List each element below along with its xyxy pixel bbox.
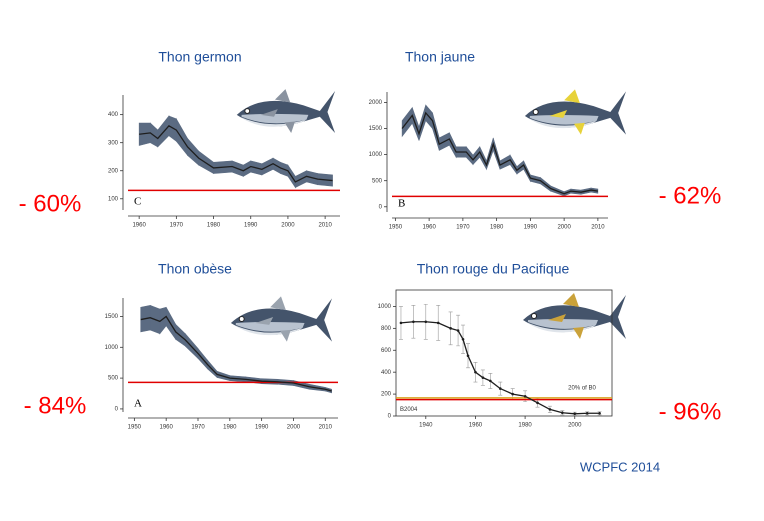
point — [424, 320, 428, 324]
chart-title: Thon obèse — [158, 261, 232, 277]
panel-label: A — [134, 398, 142, 410]
point — [548, 408, 552, 411]
x-tick-label: 1990 — [244, 223, 258, 229]
x-tick-label: 1980 — [490, 225, 504, 231]
point — [436, 321, 440, 325]
x-tick-label: 2000 — [557, 225, 571, 231]
point — [536, 401, 539, 405]
y-tick-label: 2000 — [369, 100, 383, 106]
fish-illustration — [522, 292, 627, 340]
fish-illustration — [236, 88, 336, 134]
x-tick-label: 2010 — [319, 425, 333, 431]
point — [412, 320, 415, 324]
point — [573, 412, 577, 416]
chart-title: Thon rouge du Pacifique — [417, 261, 570, 277]
y-tick-label: 0 — [379, 204, 383, 210]
point — [598, 411, 601, 415]
series-line — [401, 111, 598, 195]
x-tick-label: 1980 — [518, 423, 532, 429]
panel-label: B — [398, 198, 405, 210]
x-tick-label: 2000 — [568, 423, 582, 429]
point — [511, 392, 514, 396]
y-tick-label: 0 — [388, 414, 392, 420]
y-tick-label: 300 — [108, 140, 119, 146]
chart-title: Thon jaune — [405, 49, 475, 65]
series-line — [140, 315, 332, 392]
change-label: - 62% — [659, 182, 722, 209]
point — [461, 338, 465, 341]
chart-title: Thon germon — [158, 49, 241, 65]
y-tick-label: 200 — [381, 392, 392, 398]
uncertainty-band — [176, 117, 188, 157]
fish-illustration — [230, 295, 333, 343]
point — [498, 387, 502, 390]
y-tick-label: 1500 — [369, 126, 383, 132]
x-tick-label: 2010 — [318, 223, 332, 229]
y-tick-label: 1000 — [369, 152, 383, 158]
point — [474, 370, 477, 374]
point — [585, 411, 589, 415]
x-tick-label: 1990 — [524, 225, 538, 231]
y-tick-label: 0 — [115, 406, 119, 412]
x-tick-label: 1990 — [255, 425, 269, 431]
y-tick-label: 800 — [381, 326, 392, 332]
point — [449, 327, 452, 330]
point — [456, 329, 460, 332]
y-tick-label: 1000 — [378, 304, 392, 310]
y-tick-label: 500 — [372, 178, 383, 184]
point — [561, 411, 564, 415]
change-label: - 84% — [24, 392, 87, 419]
x-tick-label: 1960 — [160, 425, 174, 431]
panel-label: C — [134, 196, 141, 208]
x-tick-label: 1950 — [128, 425, 142, 431]
fish-illustration — [524, 88, 627, 136]
source: WCPFC 2014 — [580, 459, 660, 474]
y-tick-label: 500 — [108, 376, 119, 382]
x-tick-label: 1970 — [170, 223, 184, 229]
y-tick-label: 100 — [108, 196, 119, 202]
plot-frame — [395, 289, 613, 417]
point — [399, 321, 403, 325]
change-label: - 96% — [659, 398, 722, 425]
reference-label: B2004 — [400, 407, 418, 413]
x-tick-label: 2000 — [281, 223, 295, 229]
change-label: - 60% — [19, 190, 82, 217]
x-tick-label: 1960 — [469, 423, 483, 429]
y-tick-label: 600 — [381, 348, 392, 354]
x-tick-label: 1960 — [132, 223, 146, 229]
y-tick-label: 400 — [381, 370, 392, 376]
y-tick-label: 400 — [108, 112, 119, 118]
point — [466, 354, 470, 358]
x-tick-label: 2010 — [591, 225, 605, 231]
x-tick-label: 1980 — [223, 425, 237, 431]
x-tick-label: 1970 — [456, 225, 470, 231]
x-tick-label: 2000 — [287, 425, 301, 431]
point — [523, 394, 527, 398]
series-line — [400, 321, 600, 415]
x-tick-label: 1950 — [389, 225, 403, 231]
y-tick-label: 200 — [108, 168, 119, 174]
x-tick-label: 1970 — [191, 425, 205, 431]
y-tick-label: 1000 — [105, 345, 119, 351]
x-tick-label: 1980 — [207, 223, 221, 229]
x-tick-label: 1940 — [419, 423, 433, 429]
x-tick-label: 1960 — [422, 225, 436, 231]
point — [489, 379, 492, 383]
point — [481, 376, 485, 379]
reference-label: 20% of B0 — [568, 385, 596, 391]
series-line — [139, 125, 333, 183]
y-tick-label: 1500 — [105, 314, 119, 320]
